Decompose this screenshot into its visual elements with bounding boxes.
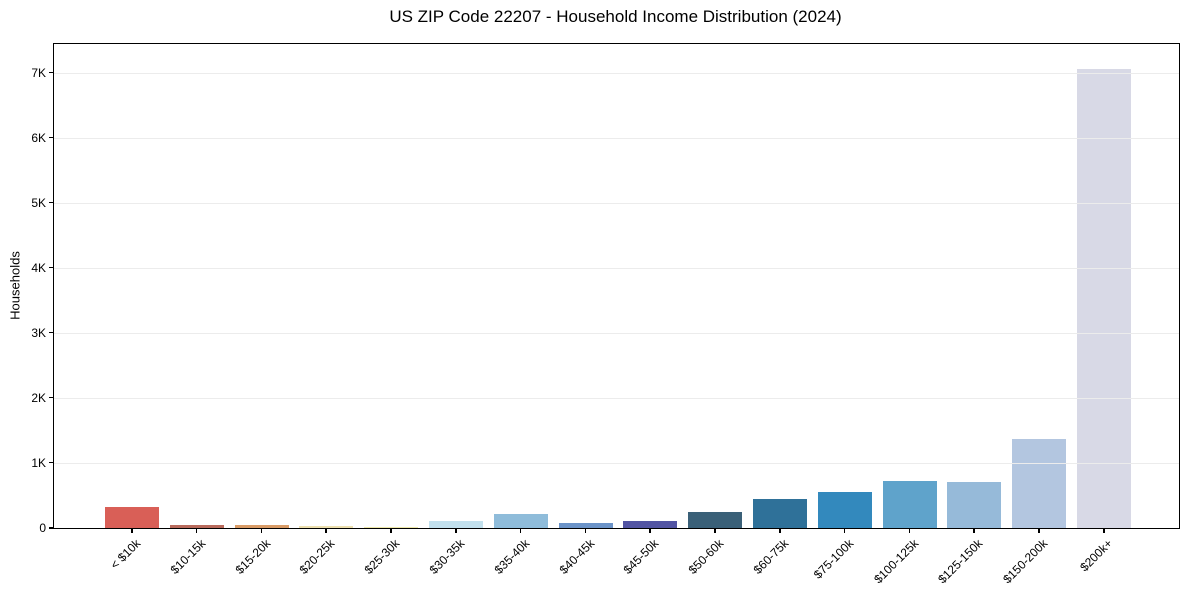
- gridline: [54, 462, 1179, 464]
- bar-$60-75k: [753, 499, 807, 528]
- x-tick-mark: [519, 528, 522, 533]
- y-tick-mark: [49, 331, 53, 334]
- y-tick-mark: [49, 396, 53, 399]
- bar-$40-45k: [558, 523, 613, 528]
- gridline: [54, 397, 1179, 399]
- bar-$10-15k: [169, 525, 224, 528]
- y-tick-mark: [49, 266, 53, 269]
- x-tick-mark: [325, 528, 327, 533]
- x-tick-mark: [843, 528, 846, 533]
- y-tick-mark: [49, 461, 53, 464]
- bar-$125-150k: [947, 481, 1002, 528]
- x-tick-mark: [714, 528, 716, 533]
- y-tick-label: 4K: [31, 260, 46, 275]
- bar-$100-125k: [882, 480, 937, 528]
- bar-$45-50k: [623, 520, 678, 528]
- bar-$20-25k: [299, 526, 354, 528]
- x-tick-mark: [584, 528, 587, 533]
- bar-$50-60k: [688, 512, 743, 528]
- y-tick-mark: [49, 527, 53, 529]
- x-tick-mark: [131, 528, 133, 533]
- x-tick-mark: [908, 528, 911, 533]
- x-tick-mark: [455, 528, 457, 533]
- x-tick-mark: [1038, 528, 1040, 533]
- gridline: [54, 137, 1179, 139]
- y-tick-label: 7K: [31, 65, 46, 80]
- bar-$75-100k: [817, 492, 872, 528]
- y-tick-mark: [49, 136, 53, 139]
- y-axis-label: Households: [7, 251, 23, 320]
- gridline: [54, 332, 1179, 334]
- x-tick-mark: [260, 528, 263, 533]
- bar-$25-30k: [364, 527, 419, 528]
- gridline: [54, 267, 1179, 269]
- bar-< $10k: [105, 506, 159, 528]
- gridline: [54, 202, 1179, 204]
- bar-$200k+: [1077, 69, 1131, 528]
- bar-$30-35k: [429, 520, 483, 528]
- y-tick-label: 1K: [31, 455, 46, 470]
- y-tick-mark: [49, 201, 53, 204]
- y-tick-label: 6K: [31, 130, 46, 145]
- x-tick-mark: [973, 528, 975, 533]
- x-tick-mark: [779, 528, 781, 533]
- y-tick-mark: [49, 71, 53, 74]
- x-tick-mark: [649, 528, 651, 533]
- bar-$150-200k: [1012, 438, 1067, 528]
- y-tick-label: 5K: [31, 195, 46, 210]
- y-tick-label: 2K: [31, 390, 46, 405]
- x-tick-label: < $10k: [107, 536, 144, 572]
- y-tick-label: 3K: [31, 325, 46, 340]
- x-tick-mark: [390, 528, 392, 533]
- bar-$15-20k: [234, 525, 289, 528]
- y-tick-label: 0: [39, 521, 46, 535]
- x-tick-mark: [195, 528, 198, 533]
- chart-title: US ZIP Code 22207 - Household Income Dis…: [389, 7, 842, 26]
- plot-area: [53, 43, 1180, 529]
- x-tick-mark: [1103, 528, 1105, 533]
- gridline: [54, 72, 1179, 74]
- bar-$35-40k: [493, 514, 548, 528]
